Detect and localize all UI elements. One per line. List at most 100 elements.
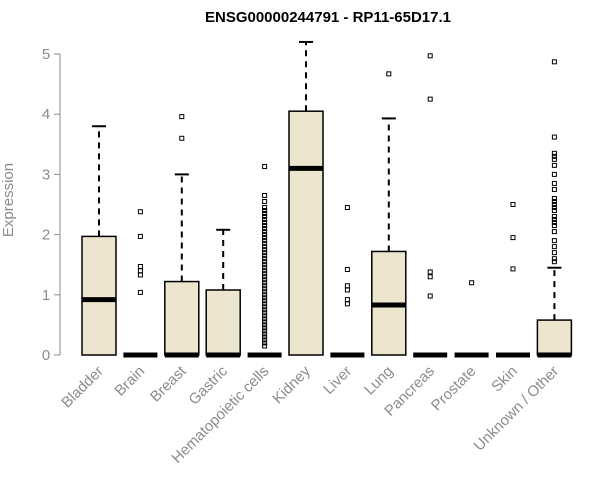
box-bladder [81,125,117,356]
outlier-point [137,233,143,239]
outlier-point [179,135,185,141]
outlier-point [551,244,557,250]
outlier-point [262,211,268,217]
outlier-point [262,289,268,295]
box-pancreas [413,53,448,358]
outlier-point [262,226,268,232]
outlier-point [262,164,268,170]
outlier-point [137,264,143,270]
y-axis: 0 1 2 3 4 5 [42,46,61,364]
outlier-point [427,293,433,299]
box-body [81,235,117,356]
outlier-point [551,259,557,265]
outlier-point [262,295,268,301]
outlier-point [551,150,557,156]
outlier-point [262,265,268,271]
outlier-point [262,205,268,211]
outlier-point [551,256,557,262]
box-body [164,280,200,356]
outlier-point [551,59,557,65]
chart-title: ENSG00000244791 - RP11-65D17.1 [205,9,451,26]
outlier-point [551,238,557,244]
outlier-point [262,271,268,277]
y-tick-label: 2 [42,227,50,244]
outlier-point [510,202,516,207]
outlier-point [262,241,268,247]
outlier-point [262,250,268,256]
outlier-point [262,214,268,220]
box-unknown-other [536,59,573,358]
x-tick-label: Prostate [428,363,480,415]
outlier-point [551,171,557,177]
y-tick-label: 4 [42,106,50,123]
outlier-point [551,186,557,192]
x-tick-label: Skin [488,363,521,396]
box-body [205,289,241,356]
outlier-point [137,209,143,215]
outlier-point [137,268,143,274]
outlier-point [262,283,268,289]
outlier-point [262,319,268,325]
outlier-point [262,268,268,274]
outlier-point [137,289,143,295]
box-lung [371,71,407,356]
outlier-point [262,307,268,313]
outlier-point [262,334,268,340]
outlier-point [262,313,268,319]
box-kidney [288,40,324,356]
outlier-point [262,244,268,250]
outlier-point [262,322,268,328]
outlier-point [262,328,268,334]
outlier-point [262,192,268,198]
box-gastric [205,228,241,358]
outlier-point [262,301,268,307]
outlier-point [551,214,557,220]
outlier-point [262,220,268,226]
x-tick-label: Lung [361,363,397,399]
outlier-point [427,96,433,102]
outlier-point [262,292,268,298]
outlier-point [262,238,268,244]
box-brain [123,209,158,358]
y-axis-label: Expression [0,163,17,237]
x-tick-label: Brain [111,363,148,400]
outlier-point [262,262,268,268]
outlier-point [262,325,268,331]
outlier-point [262,229,268,235]
outlier-point [344,297,350,303]
outlier-point [262,223,268,229]
outlier-point [262,208,268,214]
outlier-point [427,269,433,275]
outlier-point [344,287,350,293]
outlier-point [262,340,268,346]
outlier-point [137,272,143,278]
outlier-point [262,316,268,322]
outlier-point [427,53,433,59]
outlier-point [262,277,268,283]
outlier-point [386,71,392,77]
outlier-point [344,205,350,211]
outlier-point [262,274,268,280]
box-prostate [454,280,489,358]
outlier-point [262,304,268,310]
outlier-point [262,331,268,337]
x-tick-label: Breast [147,362,190,405]
outlier-point [551,162,557,168]
y-tick-label: 3 [42,166,50,183]
outlier-point [551,229,557,235]
outlier-point [551,220,557,226]
outlier-point [262,280,268,286]
outlier-point [179,114,185,120]
box-body [536,319,573,356]
x-tick-label: Liver [320,363,355,398]
y-tick-label: 1 [42,287,50,304]
outlier-point [262,198,268,204]
box-liver [330,205,365,358]
outlier-point [510,235,516,241]
outlier-point [344,267,350,273]
y-tick-label: 5 [42,46,50,63]
outlier-point [262,310,268,316]
outlier-point [551,156,557,162]
outlier-point [551,223,557,229]
